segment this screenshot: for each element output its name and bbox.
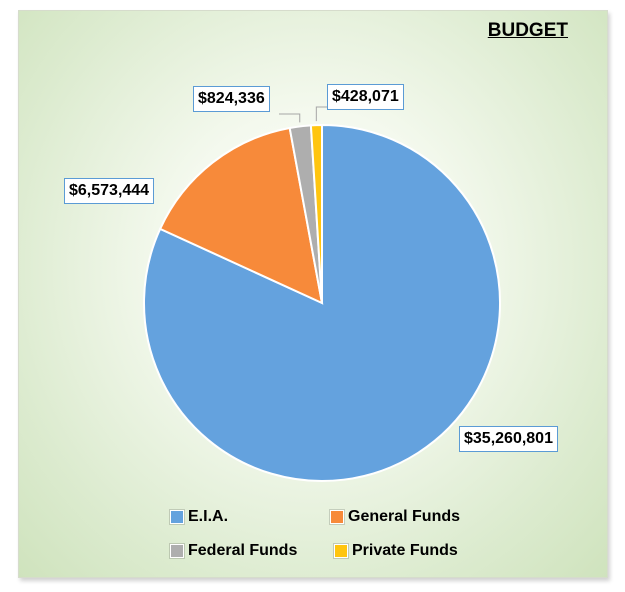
data-label-federal-funds: $824,336 [193,86,270,112]
chart-title: BUDGET [487,20,568,41]
legend-item-general-funds: General Funds [330,508,460,526]
legend-label-federal-funds: Federal Funds [188,542,298,559]
pie-slice-private-funds [309,123,323,304]
data-label-eia: $35,260,801 [459,426,558,452]
pie-slices [143,123,501,482]
data-label-private-funds: $428,071 [327,84,404,110]
pie-slice-general-funds [158,126,324,305]
leader-line-federal-funds [279,113,301,123]
legend-item-eia: E.I.A. [170,508,228,526]
legend-swatch-eia [170,510,184,524]
legend-item-private-funds: Private Funds [334,542,458,560]
pie-slice-eia [143,123,501,482]
leader-lines [279,106,327,123]
legend-label-eia: E.I.A. [188,508,229,525]
leader-line-private-funds [315,106,327,122]
data-label-general-funds: $6,573,444 [64,178,155,204]
legend-item-federal-funds: Federal Funds [170,542,297,560]
legend-label-general-funds: General Funds [348,508,461,525]
legend-swatch-federal-funds [170,544,184,558]
legend-swatch-private-funds [334,544,348,558]
legend-label-private-funds: Private Funds [352,542,458,559]
legend-swatch-general-funds [330,510,344,524]
